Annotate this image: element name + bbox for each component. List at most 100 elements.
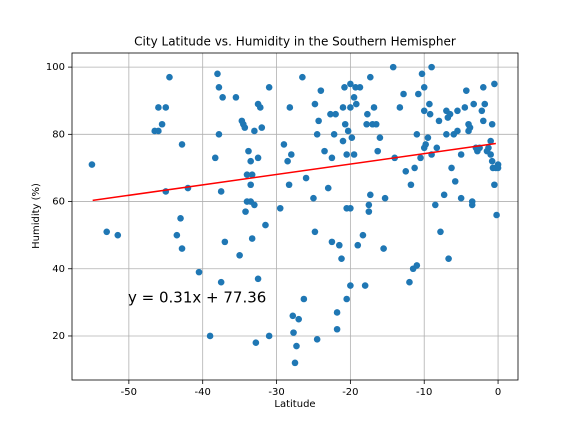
point [389, 63, 397, 71]
point [426, 100, 433, 108]
point [252, 339, 260, 346]
point [420, 107, 428, 115]
point [352, 100, 360, 108]
point [448, 164, 455, 172]
point [286, 104, 294, 111]
point [451, 178, 459, 185]
y-tick-label: 60 [52, 197, 65, 208]
x-tick-label: -40 [195, 387, 211, 398]
y-tick-label: 40 [52, 264, 65, 275]
point [433, 144, 441, 152]
point [468, 201, 476, 209]
point [217, 188, 225, 195]
point [258, 124, 266, 131]
point [339, 104, 347, 111]
point [256, 104, 264, 111]
point [396, 104, 404, 111]
y-tick-label: 100 [46, 62, 65, 73]
point [372, 120, 380, 128]
point [380, 245, 387, 252]
point [359, 231, 367, 239]
point [206, 332, 214, 340]
point [347, 80, 354, 88]
y-tick-label: 20 [52, 331, 65, 342]
point [443, 131, 450, 138]
point [178, 245, 186, 252]
plot-frame [71, 52, 519, 381]
point [417, 154, 424, 162]
point [284, 157, 291, 165]
point [315, 117, 322, 125]
point [247, 181, 254, 189]
point [493, 211, 500, 219]
point [211, 154, 219, 162]
point [293, 342, 300, 350]
point [302, 174, 310, 182]
point [367, 191, 374, 199]
point [350, 94, 358, 101]
point [463, 87, 470, 94]
point [367, 73, 374, 81]
point [214, 70, 221, 78]
point [437, 228, 444, 236]
point [376, 134, 384, 141]
point [466, 124, 474, 131]
point [219, 94, 226, 101]
point [491, 181, 498, 189]
point [217, 278, 225, 286]
point [215, 83, 223, 91]
point [321, 147, 328, 155]
point [418, 70, 426, 78]
point [415, 90, 422, 98]
point [470, 100, 477, 108]
point [445, 255, 452, 262]
point [243, 171, 251, 178]
point [155, 104, 162, 111]
point [248, 171, 256, 178]
point [280, 141, 288, 148]
point [288, 151, 295, 158]
point [365, 208, 373, 215]
point [330, 131, 338, 138]
point [327, 110, 334, 118]
point [461, 104, 469, 111]
point [344, 127, 352, 135]
point [491, 80, 498, 88]
point [406, 278, 413, 286]
point [454, 127, 461, 135]
point [339, 137, 347, 145]
point [336, 241, 343, 249]
point [354, 241, 362, 249]
point [245, 147, 252, 155]
point [324, 184, 332, 192]
point [479, 117, 487, 125]
point [350, 151, 358, 158]
point [248, 235, 256, 242]
point [413, 131, 421, 138]
point [488, 157, 496, 165]
point [424, 134, 432, 141]
point [381, 194, 389, 202]
point [265, 332, 273, 340]
point [440, 191, 448, 199]
point [311, 228, 319, 236]
point [494, 164, 502, 172]
point [457, 194, 465, 202]
regression-line [92, 142, 496, 202]
point [347, 104, 354, 111]
point [241, 124, 249, 131]
point [356, 83, 364, 91]
point [262, 221, 269, 229]
point [291, 359, 299, 367]
point [251, 127, 258, 135]
point [88, 161, 96, 168]
point [236, 252, 243, 259]
point [420, 83, 428, 91]
point [343, 295, 350, 303]
point [333, 309, 341, 316]
point [347, 204, 354, 212]
point [276, 204, 284, 212]
point [247, 157, 254, 165]
point [328, 154, 336, 162]
